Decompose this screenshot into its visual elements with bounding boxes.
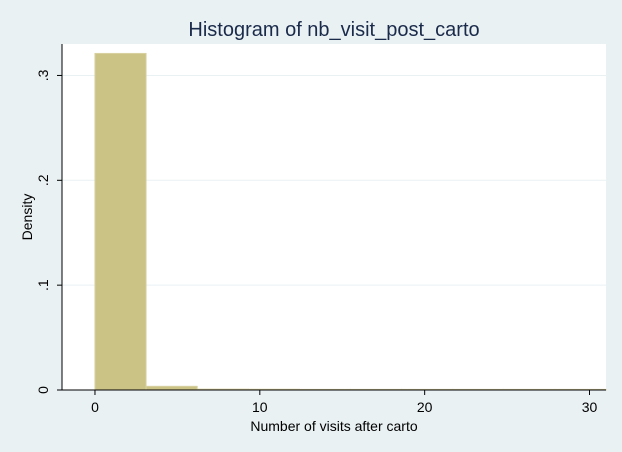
y-tick-label-2: .2 xyxy=(35,174,51,186)
x-tick-label-0: 0 xyxy=(91,399,99,415)
y-tick-label-3: .3 xyxy=(35,69,51,81)
histogram-bar-1 xyxy=(145,385,198,391)
x-axis-label: Number of visits after carto xyxy=(250,418,417,434)
gridlines xyxy=(62,74,606,286)
plot-area xyxy=(62,44,606,390)
y-axis-label: Density xyxy=(19,194,35,241)
ticks: 0 10 20 30 0 .1 .2 .3 xyxy=(35,69,598,415)
histogram-bar-0 xyxy=(94,52,147,391)
chart-title: Histogram of nb_visit_post_carto xyxy=(188,19,479,41)
x-tick-label-1: 10 xyxy=(252,399,268,415)
y-tick-label-0: 0 xyxy=(35,386,51,394)
y-tick-label-1: .1 xyxy=(35,279,51,291)
x-tick-label-2: 20 xyxy=(417,399,433,415)
x-tick-label-3: 30 xyxy=(582,399,598,415)
axes xyxy=(61,44,606,391)
